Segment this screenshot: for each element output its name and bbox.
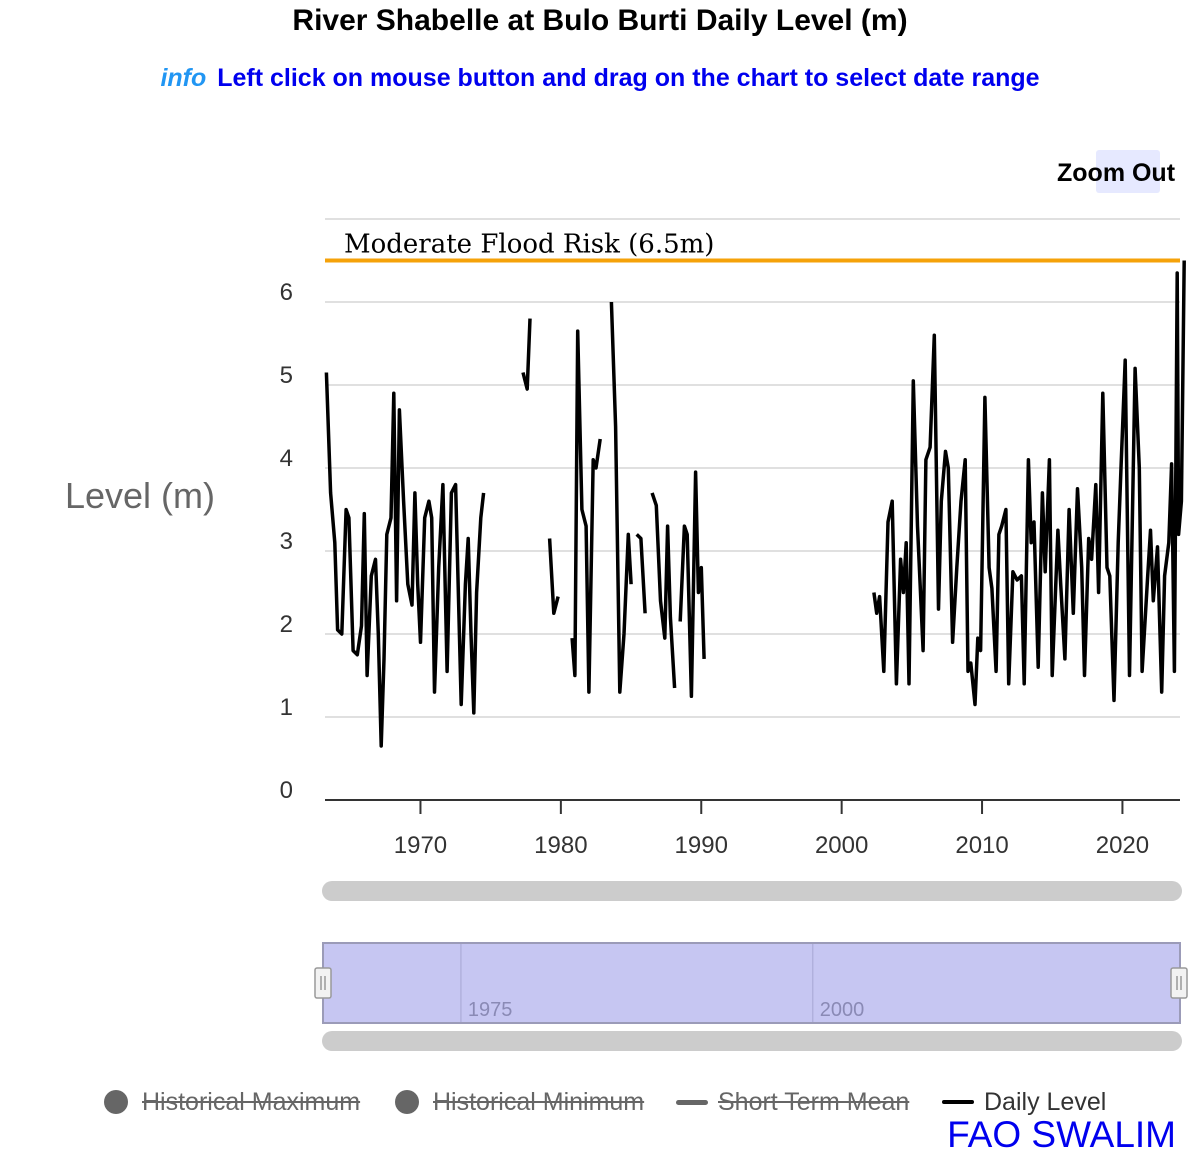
legend-item-daily-level[interactable]: Daily Level bbox=[942, 1084, 1106, 1120]
info-tag: info bbox=[160, 64, 207, 92]
legend-line-icon bbox=[676, 1099, 708, 1105]
series-daily-level bbox=[324, 260, 1186, 748]
series-line-segment bbox=[635, 533, 647, 614]
series-line-segment bbox=[609, 301, 633, 694]
x-tick-label: 1980 bbox=[534, 832, 587, 859]
flood-threshold: Moderate Flood Risk (6.5m) bbox=[325, 230, 1180, 263]
credit-fao-swalim: FAO SWALIM bbox=[947, 1114, 1176, 1155]
y-tick-label: 0 bbox=[280, 777, 293, 804]
navigator-tick-label: 2000 bbox=[820, 999, 865, 1021]
legend-line-icon bbox=[942, 1100, 974, 1104]
x-tick-label: 2010 bbox=[955, 832, 1008, 859]
legend-item-historical-minimum[interactable]: Historical Minimum bbox=[395, 1084, 644, 1120]
y-tick-label: 2 bbox=[280, 611, 293, 638]
y-tick-label: 3 bbox=[280, 528, 293, 555]
threshold-label: Moderate Flood Risk (6.5m) bbox=[344, 230, 714, 260]
series-line-segment bbox=[872, 260, 1186, 707]
series-line-segment bbox=[570, 329, 602, 694]
zoom-out-button-background bbox=[1096, 150, 1160, 193]
chart-title: River Shabelle at Bulo Burti Daily Level… bbox=[292, 4, 908, 37]
y-tick-label: 1 bbox=[280, 694, 293, 721]
zoom-out-button[interactable]: Zoom Out bbox=[1057, 159, 1176, 187]
y-axis-title: Level (m) bbox=[65, 475, 215, 516]
axes: 0 1 2 3 4 5 6 Level (m) 1970 1980 1990 2000 2010 2020 bbox=[65, 279, 1180, 859]
x-tick-label: 1990 bbox=[675, 832, 728, 859]
navigator-handle bbox=[1170, 967, 1188, 999]
legend-label: Historical Maximum bbox=[142, 1087, 361, 1116]
navigator-window bbox=[322, 942, 1181, 1024]
legend-dot-icon bbox=[395, 1090, 419, 1114]
series-line-segment bbox=[547, 538, 560, 616]
grid-lines bbox=[325, 218, 1180, 718]
range-selector[interactable]: 1975 2000 bbox=[314, 881, 1188, 1051]
legend-label: Daily Level bbox=[984, 1087, 1107, 1116]
legend-item-short-term-mean[interactable]: Short Term Mean bbox=[676, 1084, 909, 1120]
navigator-tick-label: 1975 bbox=[468, 999, 513, 1021]
chart-svg[interactable]: Moderate Flood Risk (6.5m) 0 1 2 3 4 5 6 Level … bbox=[0, 0, 1200, 1080]
navigator-handle bbox=[314, 967, 332, 999]
x-tick-label: 1970 bbox=[394, 832, 447, 859]
x-tick-label: 2000 bbox=[815, 832, 868, 859]
scrollbar-bottom bbox=[322, 1031, 1182, 1051]
legend-label: Historical Minimum bbox=[433, 1087, 645, 1116]
legend-item-historical-maximum[interactable]: Historical Maximum bbox=[104, 1084, 360, 1120]
legend: Historical Maximum Historical Minimum Sh… bbox=[0, 1084, 1200, 1120]
y-tick-label: 6 bbox=[280, 279, 293, 306]
legend-label: Short Term Mean bbox=[718, 1087, 910, 1116]
series-line-segment bbox=[521, 318, 532, 391]
legend-dot-icon bbox=[104, 1090, 128, 1114]
info-instruction: info Left click on mouse button and drag… bbox=[0, 64, 1200, 93]
scrollbar-top bbox=[322, 881, 1182, 901]
series-line-segment bbox=[678, 470, 706, 699]
series-line-segment bbox=[324, 372, 486, 748]
x-tick-label: 2020 bbox=[1096, 832, 1149, 859]
y-tick-label: 4 bbox=[280, 445, 293, 472]
info-text: Left click on mouse button and drag on t… bbox=[217, 64, 1040, 92]
y-tick-label: 5 bbox=[280, 362, 293, 389]
series-line-segment bbox=[650, 492, 677, 689]
